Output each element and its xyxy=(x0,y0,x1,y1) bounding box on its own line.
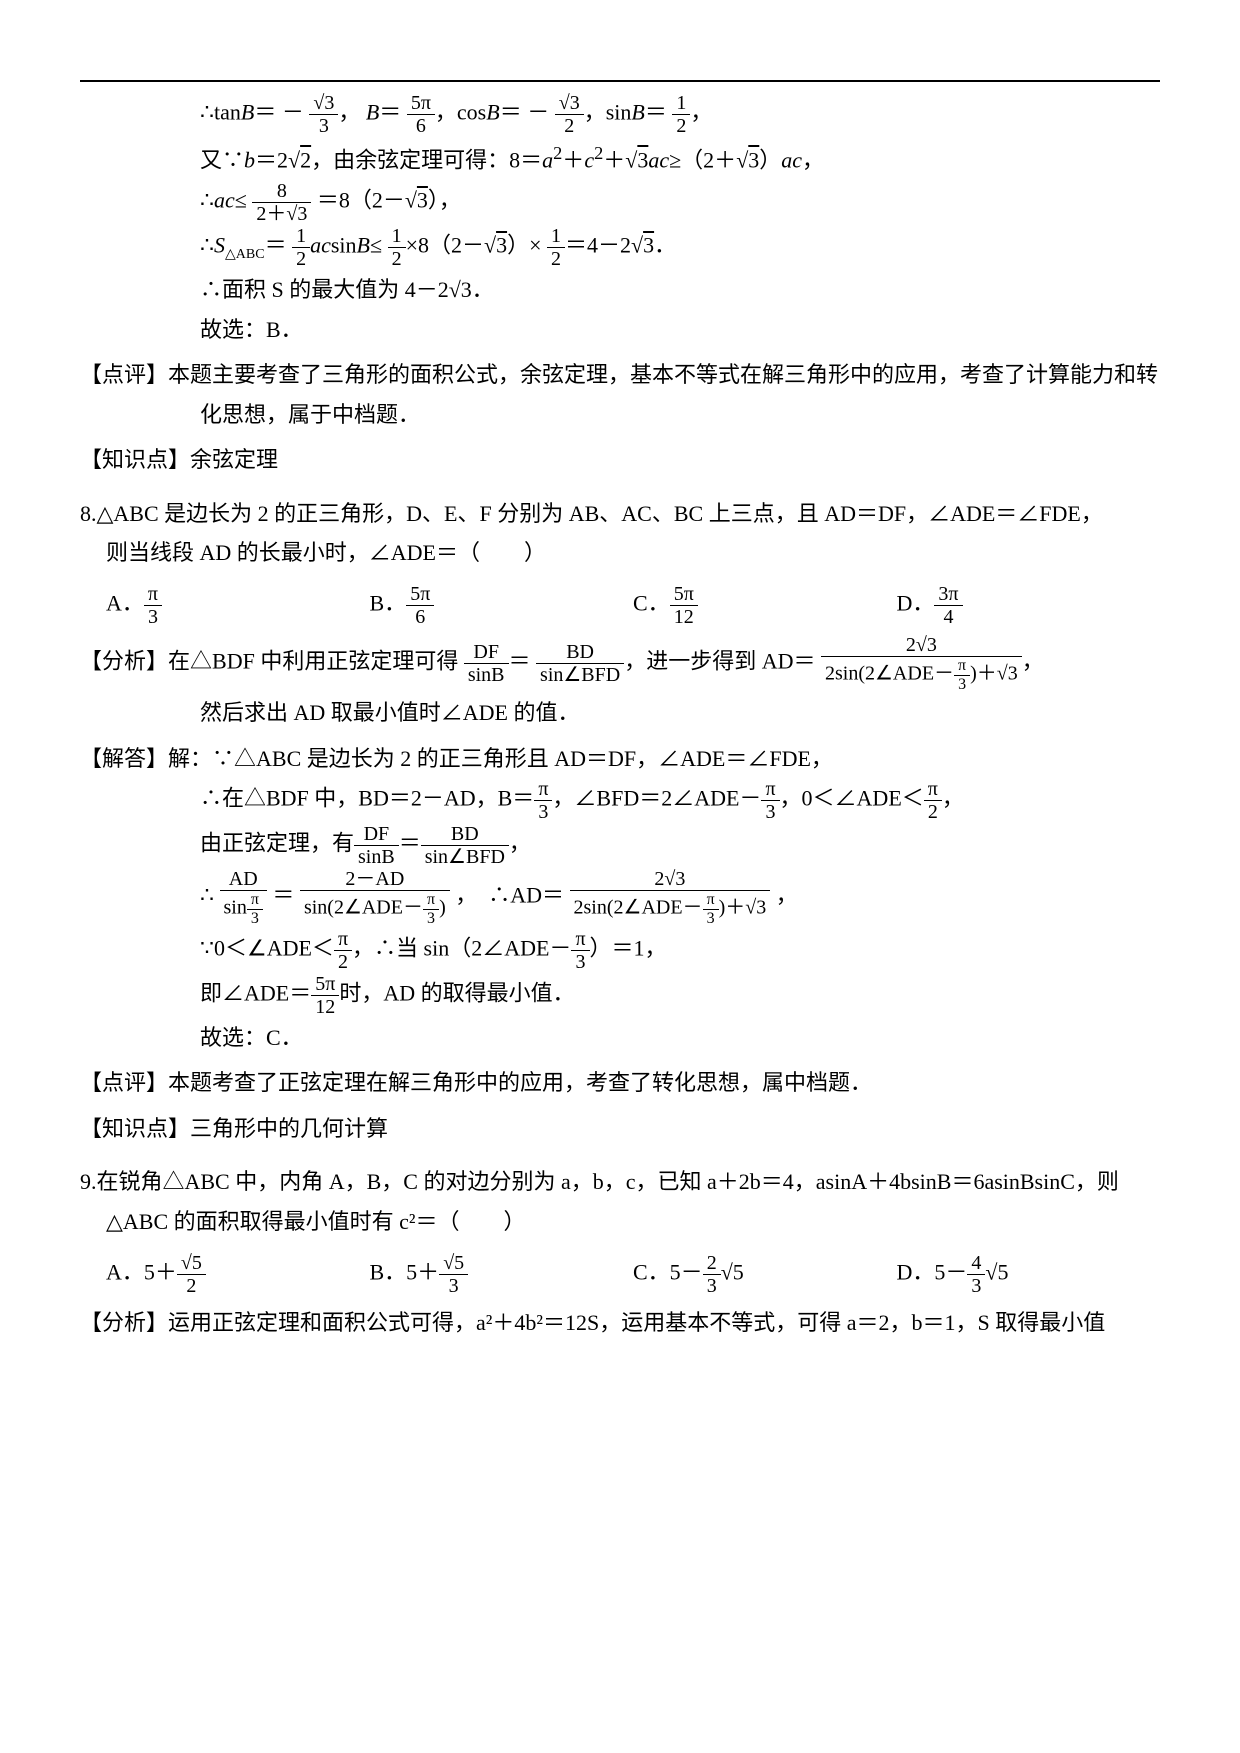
p8-solution-answer: 故选：C． xyxy=(200,1018,1160,1058)
p9-analysis-body: 运用正弦定理和面积公式可得，a²＋4b²＝12S，运用基本不等式，可得 a＝2，… xyxy=(168,1310,1105,1335)
p7-comment: 【点评】本题主要考查了三角形的面积公式，余弦定理，基本不等式在解三角形中的应用，… xyxy=(80,355,1160,434)
p8-solution-label: 【解答】 xyxy=(80,746,168,771)
p8-solution-line1: 【解答】解：∵△ABC 是边长为 2 的正三角形且 AD＝DF，∠ADE＝∠FD… xyxy=(80,739,1160,779)
p8-option-a[interactable]: A．π3 xyxy=(106,583,370,628)
p8-solution-line3: 由正弦定理，有DFsinB＝BDsin∠BFD， xyxy=(200,823,1160,868)
p7-solution-line4: ∴S△ABC＝ 12acsinB≤ 12×8（2－√3）× 12＝4－2√3． xyxy=(200,225,1160,270)
p8-comment: 【点评】本题考查了正弦定理在解三角形中的应用，考查了转化思想，属中档题． xyxy=(80,1063,1160,1103)
page-top-rule xyxy=(80,80,1160,82)
p9-option-c[interactable]: C．5－23√5 xyxy=(633,1252,897,1297)
p9-stem-line2: △ABC 的面积取得最小值时有 c²＝（ ） xyxy=(106,1202,1160,1242)
p8-solution-line4: ∴ ADsinπ3 ＝ 2－ADsin(2∠ADE－π3) ， ∴AD＝ 2√3… xyxy=(200,868,1160,927)
p8-knowledge-point: 【知识点】三角形中的几何计算 xyxy=(80,1109,1160,1149)
p8-analysis-label: 【分析】 xyxy=(80,649,168,674)
p9-option-b[interactable]: B．5＋√53 xyxy=(370,1252,634,1297)
p8-kp-label: 【知识点】 xyxy=(80,1116,190,1141)
p7-solution-line1: ∴tanB＝ － √33， B＝ 5π6，cosB＝ － √32，sinB＝ 1… xyxy=(200,92,1160,137)
p9-stem-line1: 9.在锐角△ABC 中，内角 A，B，C 的对边分别为 a，b，c，已知 a＋2… xyxy=(80,1162,1160,1202)
p8-comment-body: 本题考查了正弦定理在解三角形中的应用，考查了转化思想，属中档题． xyxy=(168,1070,872,1095)
p7-kp-label: 【知识点】 xyxy=(80,447,190,472)
p8-option-c[interactable]: C．5π12 xyxy=(633,583,897,628)
p9-analysis: 【分析】运用正弦定理和面积公式可得，a²＋4b²＝12S，运用基本不等式，可得 … xyxy=(80,1303,1160,1343)
p9-option-d[interactable]: D．5－43√5 xyxy=(897,1252,1161,1297)
p8-options: A．π3 B．5π6 C．5π12 D．3π4 xyxy=(106,583,1160,628)
p7-kp-body: 余弦定理 xyxy=(190,447,278,472)
p9-options: A．5＋√52 B．5＋√53 C．5－23√5 D．5－43√5 xyxy=(106,1252,1160,1297)
p8-analysis-line2: 然后求出 AD 取最小值时∠ADE 的值． xyxy=(200,693,1160,733)
p8-option-d[interactable]: D．3π4 xyxy=(897,583,1161,628)
p7-knowledge-point: 【知识点】余弦定理 xyxy=(80,440,1160,480)
p8-solution-line2: ∴在△BDF 中，BD＝2－AD，B＝π3，∠BFD＝2∠ADE－π3，0＜∠A… xyxy=(200,778,1160,823)
p7-solution-answer: 故选：B． xyxy=(200,310,1160,350)
p9-option-a[interactable]: A．5＋√52 xyxy=(106,1252,370,1297)
p8-analysis: 【分析】在△BDF 中利用正弦定理可得 DFsinB＝ BDsin∠BFD，进一… xyxy=(80,634,1160,693)
p8-solution-line5: ∵0＜∠ADE＜π2，∴当 sin（2∠ADE－π3）＝1， xyxy=(200,928,1160,973)
p7-solution-line2: 又∵b＝2√2，由余弦定理可得：8＝a2＋c2＋√3ac≥（2＋√3）ac， xyxy=(200,137,1160,180)
p7-solution-line5: ∴面积 S 的最大值为 4－2√3． xyxy=(200,270,1160,310)
p8-solution-line6: 即∠ADE＝5π12时，AD 的取得最小值． xyxy=(200,973,1160,1018)
p8-stem-line1: 8.△ABC 是边长为 2 的正三角形，D、E、F 分别为 AB、AC、BC 上… xyxy=(80,494,1160,534)
p8-kp-body: 三角形中的几何计算 xyxy=(190,1116,388,1141)
p7-comment-body: 本题主要考查了三角形的面积公式，余弦定理，基本不等式在解三角形中的应用，考查了计… xyxy=(168,362,1158,427)
p8-stem-line2: 则当线段 AD 的长最小时，∠ADE＝（ ） xyxy=(106,533,1160,573)
p9-analysis-label: 【分析】 xyxy=(80,1310,168,1335)
p8-option-b[interactable]: B．5π6 xyxy=(370,583,634,628)
p8-comment-label: 【点评】 xyxy=(80,1070,168,1095)
p7-comment-label: 【点评】 xyxy=(80,362,168,387)
p7-solution-line3: ∴ac≤ 82＋√3 ＝8（2－√3）， xyxy=(200,180,1160,225)
